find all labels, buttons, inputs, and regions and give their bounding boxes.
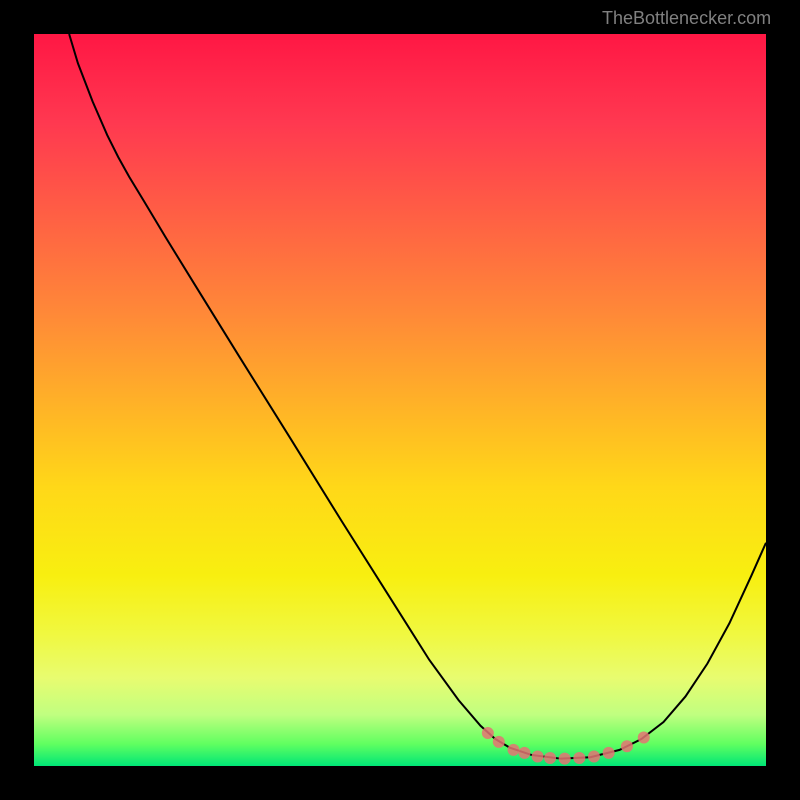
marker-point	[621, 740, 633, 752]
marker-point	[482, 727, 494, 739]
marker-point	[532, 750, 544, 762]
marker-point	[603, 747, 615, 759]
plot-svg	[0, 0, 800, 800]
marker-point	[507, 744, 519, 756]
watermark-text: TheBottlenecker.com	[602, 8, 771, 29]
marker-point	[638, 731, 650, 743]
marker-point	[573, 752, 585, 764]
marker-point	[588, 750, 600, 762]
marker-point	[544, 752, 556, 764]
marker-point	[493, 736, 505, 748]
marker-point	[518, 747, 530, 759]
plot-background	[34, 34, 766, 766]
marker-point	[559, 753, 571, 765]
